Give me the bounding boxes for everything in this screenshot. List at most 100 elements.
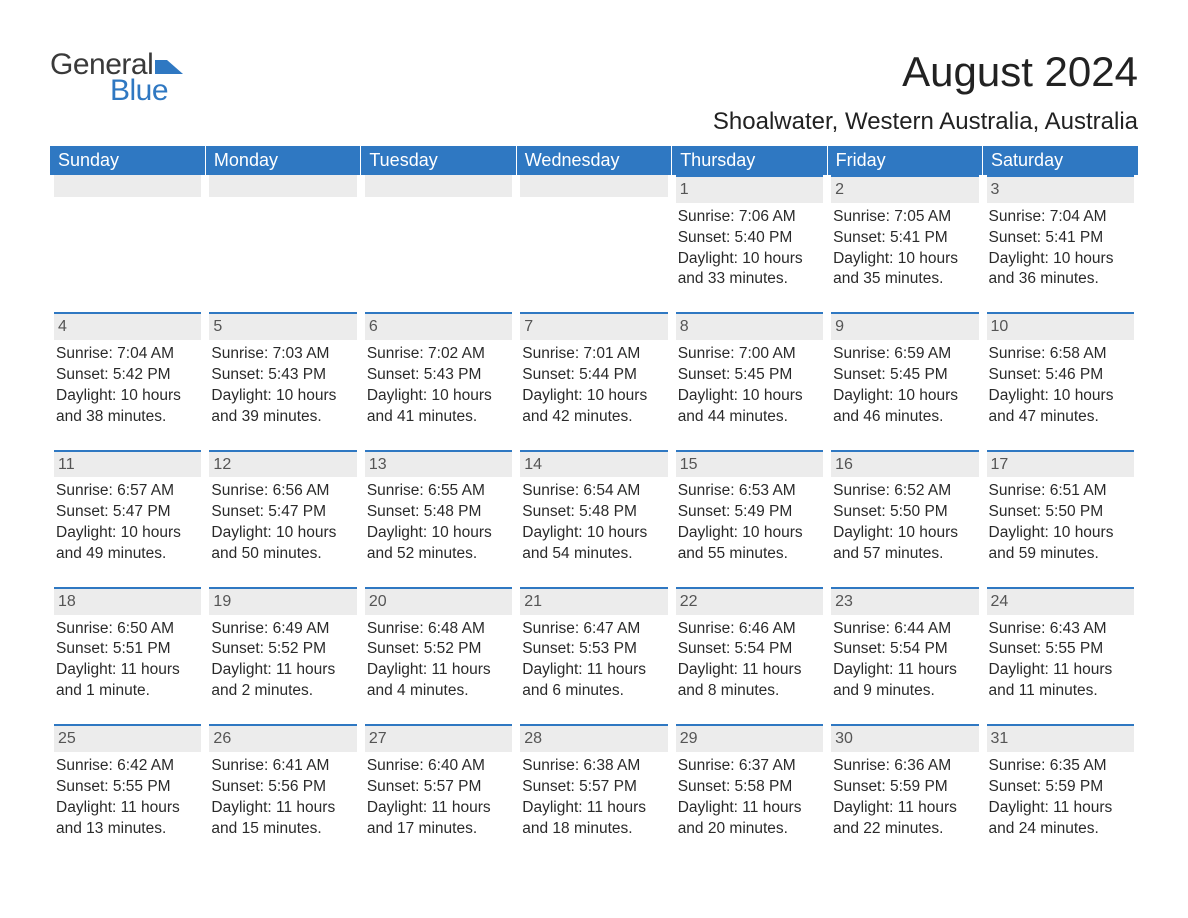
day-daylight2: and 46 minutes. — [833, 407, 978, 428]
calendar-day-cell: 21Sunrise: 6:47 AMSunset: 5:53 PMDayligh… — [516, 587, 671, 724]
day-info: Sunrise: 6:36 AMSunset: 5:59 PMDaylight:… — [831, 752, 978, 840]
day-sunrise: Sunrise: 6:37 AM — [678, 756, 823, 777]
day-daylight2: and 44 minutes. — [678, 407, 823, 428]
day-sunrise: Sunrise: 6:48 AM — [367, 619, 512, 640]
month-title: August 2024 — [713, 50, 1138, 94]
calendar-week-row: 11Sunrise: 6:57 AMSunset: 5:47 PMDayligh… — [50, 450, 1138, 587]
day-daylight2: and 11 minutes. — [989, 681, 1134, 702]
calendar-day-cell: 25Sunrise: 6:42 AMSunset: 5:55 PMDayligh… — [50, 724, 205, 861]
day-daylight2: and 38 minutes. — [56, 407, 201, 428]
day-daylight2: and 52 minutes. — [367, 544, 512, 565]
day-sunrise: Sunrise: 6:57 AM — [56, 481, 201, 502]
day-daylight1: Daylight: 11 hours — [833, 660, 978, 681]
date-number-bar: 25 — [54, 724, 201, 752]
day-sunset: Sunset: 5:59 PM — [989, 777, 1134, 798]
date-number-bar: 24 — [987, 587, 1134, 615]
day-sunset: Sunset: 5:52 PM — [367, 639, 512, 660]
calendar-day-cell: 1Sunrise: 7:06 AMSunset: 5:40 PMDaylight… — [672, 175, 827, 312]
day-daylight2: and 17 minutes. — [367, 819, 512, 840]
day-daylight2: and 24 minutes. — [989, 819, 1134, 840]
day-info: Sunrise: 7:04 AMSunset: 5:42 PMDaylight:… — [54, 340, 201, 428]
date-number-bar: 1 — [676, 175, 823, 203]
day-info: Sunrise: 6:52 AMSunset: 5:50 PMDaylight:… — [831, 477, 978, 565]
day-daylight1: Daylight: 10 hours — [522, 523, 667, 544]
day-sunrise: Sunrise: 7:01 AM — [522, 344, 667, 365]
date-number-bar: 16 — [831, 450, 978, 478]
day-daylight1: Daylight: 11 hours — [989, 660, 1134, 681]
brand-logo: General Blue — [50, 50, 183, 108]
day-sunrise: Sunrise: 6:40 AM — [367, 756, 512, 777]
calendar-day-cell: 8Sunrise: 7:00 AMSunset: 5:45 PMDaylight… — [672, 312, 827, 449]
day-sunrise: Sunrise: 6:35 AM — [989, 756, 1134, 777]
calendar-week-row: 18Sunrise: 6:50 AMSunset: 5:51 PMDayligh… — [50, 587, 1138, 724]
day-daylight2: and 54 minutes. — [522, 544, 667, 565]
day-info: Sunrise: 7:04 AMSunset: 5:41 PMDaylight:… — [987, 203, 1134, 291]
day-daylight1: Daylight: 11 hours — [989, 798, 1134, 819]
brand-word-2: Blue — [110, 74, 168, 108]
day-info: Sunrise: 6:35 AMSunset: 5:59 PMDaylight:… — [987, 752, 1134, 840]
weekday-header: Sunday — [50, 146, 205, 175]
date-number-bar: 9 — [831, 312, 978, 340]
day-sunset: Sunset: 5:49 PM — [678, 502, 823, 523]
date-number-bar: 31 — [987, 724, 1134, 752]
day-info: Sunrise: 6:48 AMSunset: 5:52 PMDaylight:… — [365, 615, 512, 703]
day-info: Sunrise: 6:57 AMSunset: 5:47 PMDaylight:… — [54, 477, 201, 565]
day-daylight2: and 22 minutes. — [833, 819, 978, 840]
day-daylight2: and 1 minute. — [56, 681, 201, 702]
day-sunset: Sunset: 5:47 PM — [56, 502, 201, 523]
date-number-bar: 29 — [676, 724, 823, 752]
date-number-bar: 3 — [987, 175, 1134, 203]
day-daylight2: and 6 minutes. — [522, 681, 667, 702]
day-info: Sunrise: 6:42 AMSunset: 5:55 PMDaylight:… — [54, 752, 201, 840]
day-daylight1: Daylight: 11 hours — [367, 660, 512, 681]
calendar-day-cell: 27Sunrise: 6:40 AMSunset: 5:57 PMDayligh… — [361, 724, 516, 861]
day-daylight1: Daylight: 10 hours — [989, 523, 1134, 544]
day-sunrise: Sunrise: 6:59 AM — [833, 344, 978, 365]
calendar-day-cell — [50, 175, 205, 312]
day-sunrise: Sunrise: 6:58 AM — [989, 344, 1134, 365]
day-daylight1: Daylight: 11 hours — [56, 798, 201, 819]
date-number-bar: 14 — [520, 450, 667, 478]
day-info: Sunrise: 7:02 AMSunset: 5:43 PMDaylight:… — [365, 340, 512, 428]
date-number-bar: 18 — [54, 587, 201, 615]
calendar-day-cell: 15Sunrise: 6:53 AMSunset: 5:49 PMDayligh… — [672, 450, 827, 587]
day-sunrise: Sunrise: 6:52 AM — [833, 481, 978, 502]
day-sunset: Sunset: 5:48 PM — [367, 502, 512, 523]
day-daylight1: Daylight: 10 hours — [367, 386, 512, 407]
day-sunset: Sunset: 5:44 PM — [522, 365, 667, 386]
day-sunset: Sunset: 5:54 PM — [678, 639, 823, 660]
day-sunset: Sunset: 5:57 PM — [522, 777, 667, 798]
calendar-day-cell: 13Sunrise: 6:55 AMSunset: 5:48 PMDayligh… — [361, 450, 516, 587]
day-sunset: Sunset: 5:48 PM — [522, 502, 667, 523]
calendar-day-cell: 12Sunrise: 6:56 AMSunset: 5:47 PMDayligh… — [205, 450, 360, 587]
date-number-bar — [520, 175, 667, 197]
day-daylight2: and 2 minutes. — [211, 681, 356, 702]
day-daylight1: Daylight: 11 hours — [367, 798, 512, 819]
day-sunrise: Sunrise: 7:02 AM — [367, 344, 512, 365]
day-daylight2: and 39 minutes. — [211, 407, 356, 428]
day-sunrise: Sunrise: 7:05 AM — [833, 207, 978, 228]
day-daylight2: and 42 minutes. — [522, 407, 667, 428]
day-sunrise: Sunrise: 6:46 AM — [678, 619, 823, 640]
day-daylight1: Daylight: 10 hours — [211, 523, 356, 544]
calendar-day-cell: 26Sunrise: 6:41 AMSunset: 5:56 PMDayligh… — [205, 724, 360, 861]
day-daylight2: and 8 minutes. — [678, 681, 823, 702]
day-daylight2: and 36 minutes. — [989, 269, 1134, 290]
calendar-day-cell: 14Sunrise: 6:54 AMSunset: 5:48 PMDayligh… — [516, 450, 671, 587]
day-sunset: Sunset: 5:55 PM — [989, 639, 1134, 660]
day-sunrise: Sunrise: 6:42 AM — [56, 756, 201, 777]
day-sunset: Sunset: 5:51 PM — [56, 639, 201, 660]
calendar-day-cell: 17Sunrise: 6:51 AMSunset: 5:50 PMDayligh… — [983, 450, 1138, 587]
day-daylight2: and 9 minutes. — [833, 681, 978, 702]
calendar-day-cell: 7Sunrise: 7:01 AMSunset: 5:44 PMDaylight… — [516, 312, 671, 449]
day-sunrise: Sunrise: 6:44 AM — [833, 619, 978, 640]
date-number-bar: 23 — [831, 587, 978, 615]
day-info: Sunrise: 6:38 AMSunset: 5:57 PMDaylight:… — [520, 752, 667, 840]
day-info: Sunrise: 6:58 AMSunset: 5:46 PMDaylight:… — [987, 340, 1134, 428]
day-sunset: Sunset: 5:41 PM — [989, 228, 1134, 249]
day-daylight1: Daylight: 11 hours — [678, 660, 823, 681]
day-info: Sunrise: 6:47 AMSunset: 5:53 PMDaylight:… — [520, 615, 667, 703]
day-info: Sunrise: 6:53 AMSunset: 5:49 PMDaylight:… — [676, 477, 823, 565]
day-info: Sunrise: 7:01 AMSunset: 5:44 PMDaylight:… — [520, 340, 667, 428]
day-sunrise: Sunrise: 6:38 AM — [522, 756, 667, 777]
